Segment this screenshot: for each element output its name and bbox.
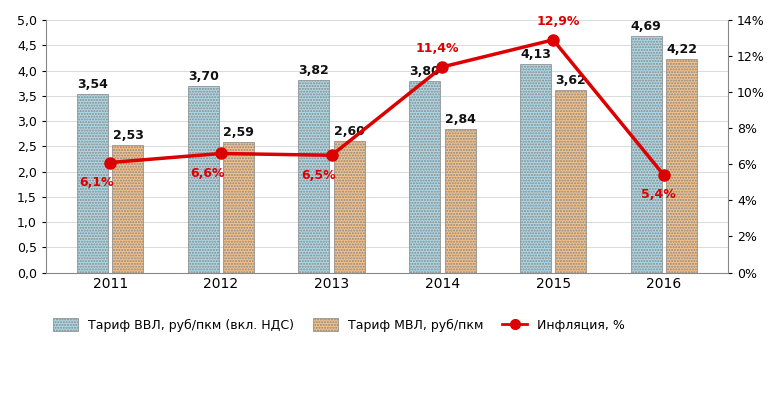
Bar xyxy=(223,142,254,272)
Bar xyxy=(334,141,365,272)
Bar xyxy=(555,90,587,272)
Text: 4,69: 4,69 xyxy=(631,20,661,32)
Text: 2,60: 2,60 xyxy=(334,125,365,138)
Bar xyxy=(299,80,329,272)
Text: 3,80: 3,80 xyxy=(410,65,440,78)
Bar xyxy=(520,64,551,272)
Text: 2,84: 2,84 xyxy=(445,113,476,126)
Bar xyxy=(631,36,661,272)
Text: 3,70: 3,70 xyxy=(188,69,218,83)
Text: 12,9%: 12,9% xyxy=(537,15,580,28)
Text: 6,5%: 6,5% xyxy=(301,169,335,182)
Bar xyxy=(666,60,697,272)
Bar xyxy=(445,129,476,272)
Text: 11,4%: 11,4% xyxy=(415,42,459,55)
Bar xyxy=(112,145,144,272)
Text: 6,1%: 6,1% xyxy=(80,176,114,189)
Text: 3,82: 3,82 xyxy=(299,64,329,76)
Text: 5,4%: 5,4% xyxy=(641,189,675,201)
Text: 6,6%: 6,6% xyxy=(190,167,225,180)
Text: 2,53: 2,53 xyxy=(112,129,144,142)
Text: 4,22: 4,22 xyxy=(666,44,697,56)
Bar xyxy=(188,85,218,272)
Text: 3,54: 3,54 xyxy=(77,78,108,91)
Text: 4,13: 4,13 xyxy=(520,48,551,61)
Text: 3,62: 3,62 xyxy=(555,74,587,87)
Text: 2,59: 2,59 xyxy=(223,126,254,139)
Legend: Тариф ВВЛ, руб/пкм (вкл. НДС), Тариф МВЛ, руб/пкм, Инфляция, %: Тариф ВВЛ, руб/пкм (вкл. НДС), Тариф МВЛ… xyxy=(48,313,630,337)
Bar xyxy=(77,94,108,272)
Bar xyxy=(410,81,440,272)
